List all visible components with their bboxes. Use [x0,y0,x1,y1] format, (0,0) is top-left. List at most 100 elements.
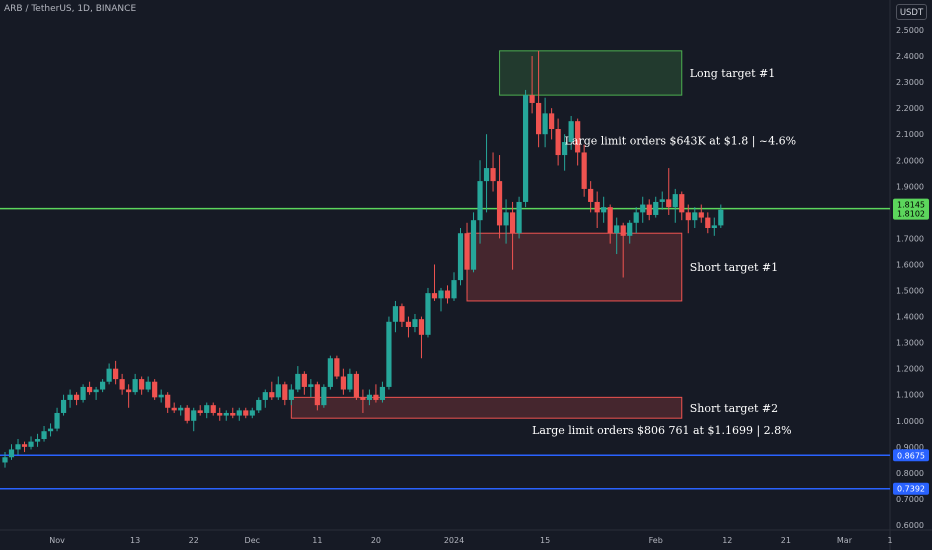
candle-body [620,225,626,236]
current-price-label: 1.8102 [897,210,925,219]
candle-body [41,431,47,440]
x-tick-label: Mar [837,536,853,545]
candle-body [34,439,41,442]
x-tick-label: 1 [887,536,892,545]
y-tick-label: 1.4000 [896,313,924,322]
candle-body [139,379,145,390]
candle-body [2,457,8,463]
candle-body [425,293,431,335]
y-tick-label: 1.0000 [896,417,924,426]
candle-body [67,394,73,400]
candle-body [314,384,320,406]
candle-body [451,280,457,299]
candle-body [165,394,171,408]
candle-body [158,394,164,398]
candle-body [295,373,301,390]
current-price-tag [893,198,929,220]
candle-body [340,376,346,390]
candle-body [399,306,405,322]
candle-body [555,129,561,156]
candle-body [145,381,151,390]
x-tick-label: Dec [245,536,260,545]
candle-body [509,212,516,234]
candle-body [249,410,255,416]
candle-body [627,222,633,236]
short-target-zone [290,396,683,419]
candle-body [353,373,359,398]
annotation-text: Large limit orders $643K at $1.8 | ~4.6% [565,135,796,149]
zone-label: Short target #1 [690,261,778,274]
candle-body [60,399,67,413]
x-tick-label: 12 [722,536,732,545]
x-tick-label: Nov [49,536,65,545]
candle-body [334,358,340,377]
candle-body [692,212,698,221]
y-tick-label: 1.1000 [896,391,924,400]
y-tick-label: 2.1000 [896,130,924,139]
candle-body [230,412,236,416]
x-tick-label: Feb [649,536,663,545]
candle-body [80,386,86,400]
candle-body [470,220,477,270]
x-tick-label: 20 [371,536,381,545]
candle-body [204,405,210,413]
candle-body [418,319,425,335]
candle-body [113,368,119,380]
candle-body [431,293,438,299]
candle-body [327,358,333,387]
candle-body [236,410,242,416]
candle-body [549,113,555,129]
candle-body [444,290,451,299]
currency-unit-button[interactable]: USDT [896,4,927,20]
y-tick-label: 2.4000 [896,52,924,61]
candle-body [152,381,158,398]
candle-body [288,389,294,400]
candle-body [8,449,15,458]
candle-body [581,152,587,189]
y-tick-label: 2.2000 [896,104,924,113]
y-tick-label: 0.7000 [896,495,924,504]
y-tick-label: 0.8000 [896,469,924,478]
candle-body [119,379,125,390]
candle-body [562,142,568,156]
short-target-zone [466,232,683,302]
candle-body [666,199,672,208]
candle-body [197,410,203,413]
y-tick-label: 0.9000 [896,443,924,452]
candle-body [262,392,268,400]
candle-body [126,389,132,393]
candle-body [705,217,711,228]
x-tick-label: 21 [781,536,791,545]
symbol-title: ARB / TetherUS, 1D, BINANCE [4,4,137,14]
candle-body [308,384,314,387]
candle-body [171,407,177,411]
candle-body [373,394,379,400]
candle-body [477,181,483,221]
y-tick-label: 1.5000 [896,287,924,296]
candle-body [588,188,594,202]
candle-body [718,209,724,226]
candle-body [93,389,99,393]
candle-body [633,212,639,223]
candle-body [679,194,685,213]
zone-label: Long target #1 [690,67,775,80]
candle-body [178,407,184,411]
candle-body [457,233,464,281]
candle-body [412,319,418,327]
candle-body [54,412,60,429]
candle-body [86,386,93,393]
candle-body [275,384,281,398]
y-tick-label: 2.0000 [896,156,924,165]
candle-body [100,381,106,390]
y-tick-label: 1.3000 [896,339,924,348]
candle-body [386,321,392,387]
candle-body [646,204,652,215]
candle-body [21,444,28,447]
candle-body [483,168,490,182]
y-tick-label: 1.2000 [896,365,924,374]
candle-body [28,441,34,447]
candle-body [15,444,21,450]
candle-body [659,199,665,202]
